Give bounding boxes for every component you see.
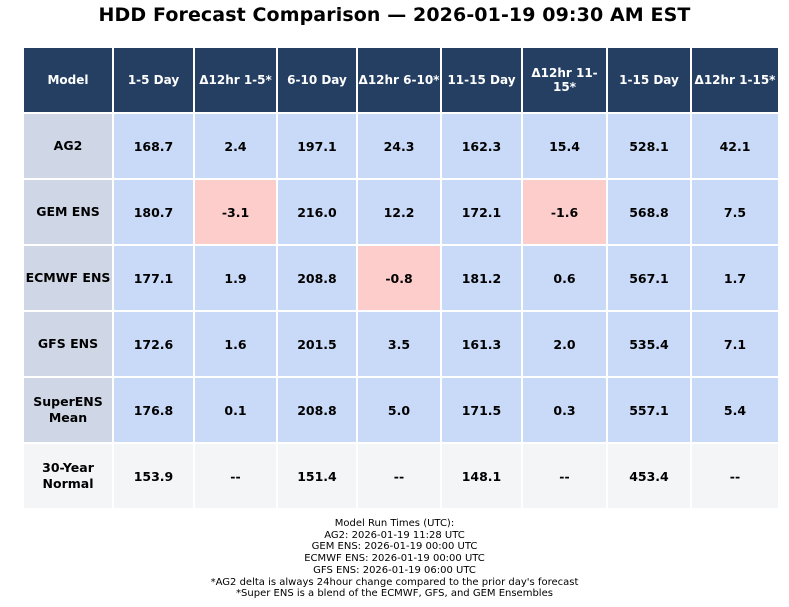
footer-line: GFS ENS: 2026-01-19 06:00 UTC [313, 564, 476, 576]
model-name-cell: AG2 [22, 112, 114, 180]
table-row: ECMWF ENS 177.1 1.9 208.8 -0.8 181.2 0.6 567.1 1… [22, 244, 780, 312]
table-cell: 5.4 [690, 376, 780, 444]
table-cell: 557.1 [606, 376, 692, 444]
table-cell: 151.4 [276, 442, 358, 510]
column-header: Model [22, 46, 114, 114]
footer-line: AG2: 2026-01-19 11:28 UTC [324, 529, 465, 541]
table-cell: 181.2 [440, 244, 523, 312]
footer-line: ECMWF ENS: 2026-01-19 00:00 UTC [304, 553, 485, 565]
table-row: SuperENS Mean 176.8 0.1 208.8 5.0 171.5 0.3 557… [22, 376, 780, 444]
table-cell: 153.9 [112, 442, 195, 510]
model-name-cell: GFS ENS [22, 310, 114, 378]
table-cell: 208.8 [276, 244, 358, 312]
table-cell: 24.3 [356, 112, 442, 180]
table-cell: 197.1 [276, 112, 358, 180]
table-cell: 0.6 [521, 244, 608, 312]
model-name-cell: ECMWF ENS [22, 244, 114, 312]
table-cell: 168.7 [112, 112, 195, 180]
table-cell: 0.1 [193, 376, 278, 444]
table-cell: 5.0 [356, 376, 442, 444]
footer-line: *AG2 delta is always 24hour change compa… [210, 576, 579, 588]
table-cell: 535.4 [606, 310, 692, 378]
table-cell: 2.0 [521, 310, 608, 378]
table-cell: 180.7 [112, 178, 195, 246]
model-name-cell: 30-Year Normal [22, 442, 114, 510]
table-cell: 1.9 [193, 244, 278, 312]
table-cell: 162.3 [440, 112, 523, 180]
table-cell: 2.4 [193, 112, 278, 180]
table-row: AG2 168.7 2.4 197.1 24.3 162.3 15.4 528.1 42.1 [22, 112, 780, 180]
footer-line: Model Run Times (UTC): [334, 518, 455, 529]
table-cell: 176.8 [112, 376, 195, 444]
table-cell: -1.6 [521, 178, 608, 246]
table-cell: 12.2 [356, 178, 442, 246]
column-header: 1-15 Day [606, 46, 692, 114]
column-header: 11-15 Day [440, 46, 523, 114]
table-cell: 568.8 [606, 178, 692, 246]
table-cell: 201.5 [276, 310, 358, 378]
table-cell: -0.8 [356, 244, 442, 312]
table-cell: 567.1 [606, 244, 692, 312]
table-row: GEM ENS 180.7 -3.1 216.0 12.2 172.1 -1.6 568.8 7… [22, 178, 780, 246]
column-header: Δ12hr 11-15* [521, 46, 608, 114]
column-header: Δ12hr 1-5* [193, 46, 278, 114]
table-cell: 1.7 [690, 244, 780, 312]
column-header: Δ12hr 1-15* [690, 46, 780, 114]
table-cell: 177.1 [112, 244, 195, 312]
table-cell: 15.4 [521, 112, 608, 180]
table-cell: -- [690, 442, 780, 510]
table-cell: 161.3 [440, 310, 523, 378]
table-cell: -- [356, 442, 442, 510]
model-name-cell: GEM ENS [22, 178, 114, 246]
footer-line: GEM ENS: 2026-01-19 00:00 UTC [311, 541, 478, 553]
table-body: AG2 168.7 2.4 197.1 24.3 162.3 15.4 528.1 42.1 GE… [22, 112, 780, 510]
column-header: 6-10 Day [276, 46, 358, 114]
table-cell: 148.1 [440, 442, 523, 510]
table-cell: -- [521, 442, 608, 510]
table-cell: 453.4 [606, 442, 692, 510]
table-cell: 1.6 [193, 310, 278, 378]
table-cell: 171.5 [440, 376, 523, 444]
footer-notes: Model Run Times (UTC): AG2: 2026-01-19 11… [0, 518, 789, 600]
table-cell: 172.6 [112, 310, 195, 378]
table-cell: 208.8 [276, 376, 358, 444]
column-header: 1-5 Day [112, 46, 195, 114]
table-cell: 42.1 [690, 112, 780, 180]
table-header-row: Model 1-5 Day Δ12hr 1-5* 6-10 Day Δ12hr 6-10… [22, 46, 780, 114]
table-row: GFS ENS 172.6 1.6 201.5 3.5 161.3 2.0 535.4 7.1 [22, 310, 780, 378]
column-header: Δ12hr 6-10* [356, 46, 442, 114]
model-name-cell: SuperENS Mean [22, 376, 114, 444]
chart-title: HDD Forecast Comparison — 2026-01-19 09:… [98, 4, 691, 26]
table-cell: -- [193, 442, 278, 510]
hdd-forecast-table: Model 1-5 Day Δ12hr 1-5* 6-10 Day Δ12hr 6-10… [22, 46, 780, 510]
footer-line: *Super ENS is a blend of the ECMWF, GFS,… [236, 588, 553, 600]
table-cell: 7.5 [690, 178, 780, 246]
table-cell: -3.1 [193, 178, 278, 246]
table-cell: 7.1 [690, 310, 780, 378]
table-cell: 3.5 [356, 310, 442, 378]
table-cell: 0.3 [521, 376, 608, 444]
table-cell: 172.1 [440, 178, 523, 246]
table-cell: 216.0 [276, 178, 358, 246]
table-row: 30-Year Normal 153.9 -- 151.4 -- 148.1 -- 453.4… [22, 442, 780, 510]
table-cell: 528.1 [606, 112, 692, 180]
